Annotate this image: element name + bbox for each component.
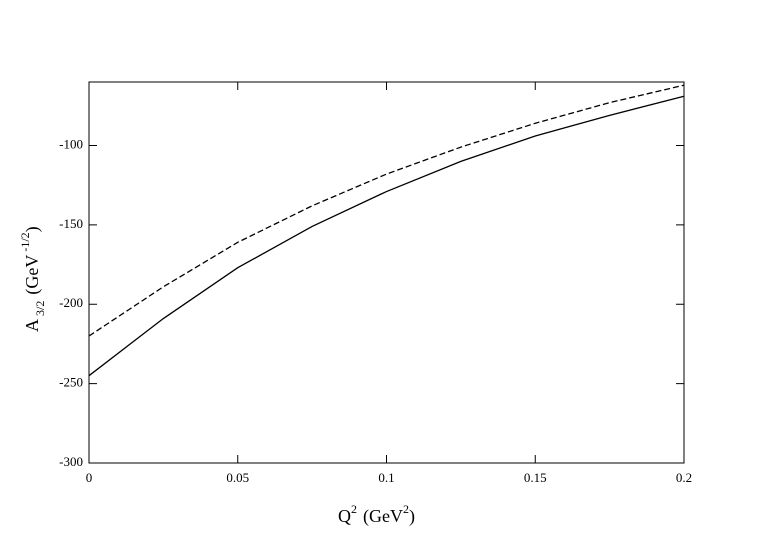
y-axis-label: A 3/2 (GeV -1/2) xyxy=(18,226,47,332)
data-line xyxy=(88,95,685,377)
y-tick-label: -250 xyxy=(59,375,83,390)
x-label-unit: (GeV xyxy=(363,506,403,527)
x-label-base: Q xyxy=(338,506,351,526)
data-line xyxy=(88,84,685,337)
y-label-base: A xyxy=(22,319,42,332)
x-tick-label: 0 xyxy=(86,470,93,485)
y-tick-label: -150 xyxy=(59,216,83,231)
x-label-unit-sup: 2 xyxy=(403,502,409,516)
y-tick-label: -300 xyxy=(59,454,83,469)
y-label-sub: 3/2 xyxy=(33,301,47,316)
y-label-unit: (GeV xyxy=(22,255,43,295)
x-label-sup: 2 xyxy=(351,502,357,516)
y-label-close: ) xyxy=(22,226,43,232)
y-tick-label: -100 xyxy=(59,136,83,151)
x-axis-label: Q2 (GeV2) xyxy=(338,502,415,527)
x-tick-label: 0.2 xyxy=(676,470,692,485)
x-tick-label: 0.1 xyxy=(378,470,394,485)
x-label-close: ) xyxy=(409,506,415,527)
y-label-unit-sup: -1/2 xyxy=(18,232,32,251)
plot-frame xyxy=(88,81,685,464)
x-tick-label: 0.15 xyxy=(524,470,547,485)
y-tick-label: -200 xyxy=(59,295,83,310)
x-tick-label: 0.05 xyxy=(226,470,249,485)
